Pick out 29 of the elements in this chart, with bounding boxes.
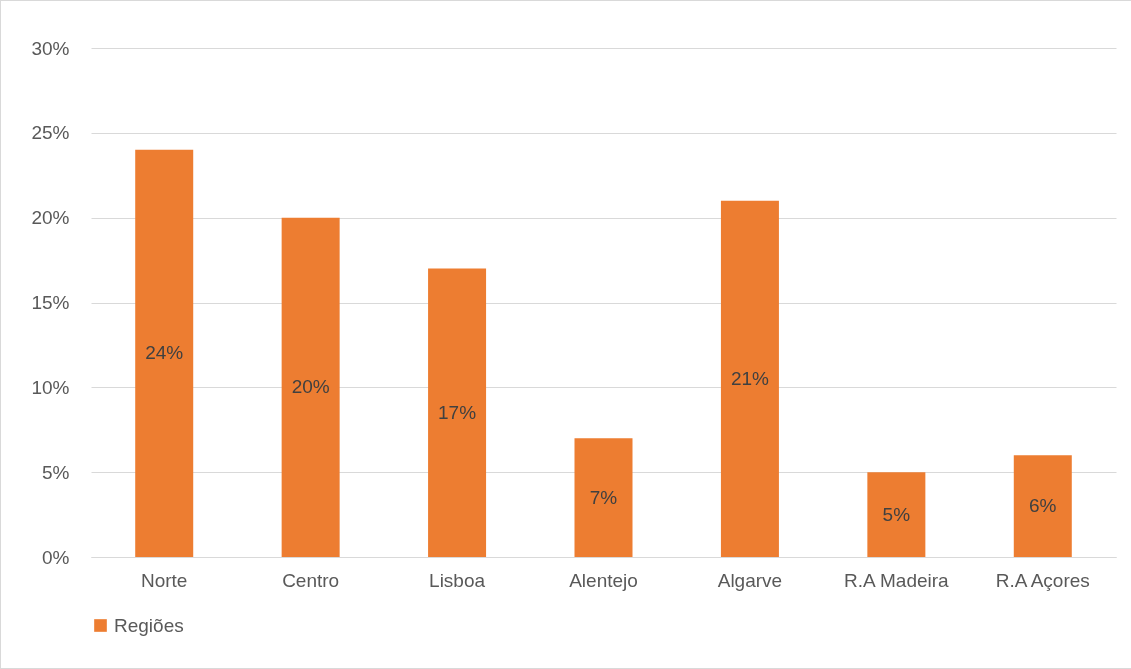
bar xyxy=(574,438,633,557)
y-tick-label: 5% xyxy=(42,461,70,483)
x-tick-label: R.A Açores xyxy=(995,569,1090,591)
bar xyxy=(428,268,487,557)
y-tick-label: 20% xyxy=(31,207,70,229)
bar xyxy=(135,149,194,557)
x-tick-label: Centro xyxy=(282,569,340,591)
data-label: 6% xyxy=(1029,495,1057,517)
x-tick-label: R.A Madeira xyxy=(844,569,950,591)
data-label: 17% xyxy=(438,401,477,423)
x-tick-label: Alentejo xyxy=(569,569,638,591)
x-tick-label: Algarve xyxy=(717,569,783,591)
y-tick-label: 10% xyxy=(31,376,70,398)
bar xyxy=(867,472,926,557)
y-tick-label: 30% xyxy=(31,37,70,59)
data-label: 7% xyxy=(589,486,618,508)
x-tick-label: Lisboa xyxy=(429,569,486,591)
y-tick-label: 15% xyxy=(31,292,70,313)
data-label: 21% xyxy=(730,367,770,389)
x-tick-label: Norte xyxy=(140,569,188,591)
legend-label: Regiões xyxy=(114,614,184,636)
bar xyxy=(281,217,340,557)
data-label: 20% xyxy=(291,376,330,398)
data-label: 5% xyxy=(882,503,911,525)
bar xyxy=(1013,455,1072,557)
y-tick-label: 25% xyxy=(31,122,70,144)
y-tick-label: 0% xyxy=(42,546,70,568)
data-label: 24% xyxy=(145,342,184,364)
bar xyxy=(720,200,779,557)
